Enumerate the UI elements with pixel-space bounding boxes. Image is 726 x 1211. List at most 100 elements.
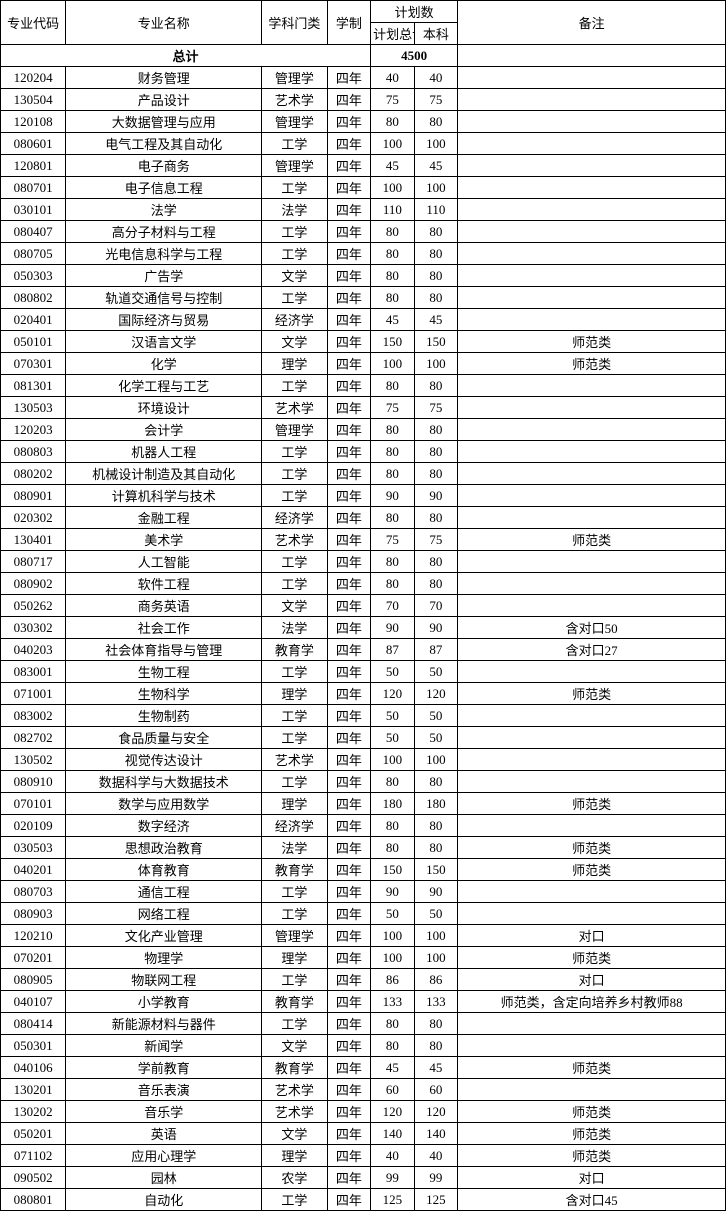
cell-cat: 艺术学 [262, 529, 327, 551]
cell-t: 87 [371, 639, 415, 661]
cell-r [458, 67, 726, 89]
cell-t: 75 [371, 529, 415, 551]
cell-name: 新能源材料与器件 [66, 1013, 262, 1035]
cell-name: 应用心理学 [66, 1145, 262, 1167]
cell-r [458, 133, 726, 155]
cell-code: 080701 [1, 177, 66, 199]
cell-r: 师范类 [458, 1101, 726, 1123]
cell-name: 自动化 [66, 1189, 262, 1211]
cell-code: 071102 [1, 1145, 66, 1167]
cell-cat: 工学 [262, 771, 327, 793]
cell-name: 数学与应用数学 [66, 793, 262, 815]
cell-cat: 工学 [262, 485, 327, 507]
cell-r [458, 595, 726, 617]
cell-name: 网络工程 [66, 903, 262, 925]
cell-dur: 四年 [327, 727, 371, 749]
cell-cat: 法学 [262, 199, 327, 221]
cell-t: 80 [371, 837, 415, 859]
cell-u: 75 [414, 89, 458, 111]
cell-t: 50 [371, 903, 415, 925]
col-code: 专业代码 [1, 1, 66, 45]
cell-cat: 理学 [262, 353, 327, 375]
cell-r [458, 199, 726, 221]
cell-code: 083001 [1, 661, 66, 683]
cell-dur: 四年 [327, 1145, 371, 1167]
cell-name: 财务管理 [66, 67, 262, 89]
cell-code: 120108 [1, 111, 66, 133]
cell-dur: 四年 [327, 507, 371, 529]
cell-cat: 经济学 [262, 815, 327, 837]
cell-r [458, 463, 726, 485]
cell-name: 物理学 [66, 947, 262, 969]
table-row: 050303广告学文学四年8080 [1, 265, 726, 287]
cell-u: 140 [414, 1123, 458, 1145]
cell-u: 80 [414, 815, 458, 837]
table-row: 030302社会工作法学四年9090含对口50 [1, 617, 726, 639]
cell-code: 040203 [1, 639, 66, 661]
cell-t: 110 [371, 199, 415, 221]
cell-code: 030503 [1, 837, 66, 859]
table-row: 071001生物科学理学四年120120师范类 [1, 683, 726, 705]
cell-dur: 四年 [327, 881, 371, 903]
cell-r [458, 815, 726, 837]
cell-name: 机器人工程 [66, 441, 262, 463]
cell-dur: 四年 [327, 1035, 371, 1057]
cell-cat: 工学 [262, 551, 327, 573]
table-row: 080705光电信息科学与工程工学四年8080 [1, 243, 726, 265]
cell-u: 90 [414, 617, 458, 639]
cell-code: 130201 [1, 1079, 66, 1101]
table-row: 040203社会体育指导与管理教育学四年8787含对口27 [1, 639, 726, 661]
cell-t: 100 [371, 177, 415, 199]
table-row: 040107小学教育教育学四年133133师范类，含定向培养乡村教师88 [1, 991, 726, 1013]
cell-t: 100 [371, 947, 415, 969]
cell-r: 师范类 [458, 947, 726, 969]
cell-r: 师范类 [458, 1145, 726, 1167]
cell-cat: 文学 [262, 331, 327, 353]
cell-t: 150 [371, 331, 415, 353]
cell-u: 150 [414, 331, 458, 353]
cell-r: 师范类 [458, 837, 726, 859]
col-duration: 学制 [327, 1, 371, 45]
cell-u: 80 [414, 573, 458, 595]
cell-r [458, 441, 726, 463]
cell-dur: 四年 [327, 771, 371, 793]
cell-cat: 工学 [262, 903, 327, 925]
cell-cat: 管理学 [262, 67, 327, 89]
cell-cat: 工学 [262, 881, 327, 903]
cell-name: 大数据管理与应用 [66, 111, 262, 133]
cell-u: 50 [414, 903, 458, 925]
cell-u: 45 [414, 309, 458, 331]
cell-r [458, 903, 726, 925]
cell-dur: 四年 [327, 89, 371, 111]
cell-u: 99 [414, 1167, 458, 1189]
table-row: 050101汉语言文学文学四年150150师范类 [1, 331, 726, 353]
cell-dur: 四年 [327, 859, 371, 881]
cell-u: 100 [414, 177, 458, 199]
col-remark: 备注 [458, 1, 726, 45]
cell-cat: 管理学 [262, 925, 327, 947]
cell-t: 50 [371, 661, 415, 683]
cell-name: 物联网工程 [66, 969, 262, 991]
cell-t: 80 [371, 1013, 415, 1035]
table-row: 080803机器人工程工学四年8080 [1, 441, 726, 463]
cell-u: 45 [414, 1057, 458, 1079]
cell-t: 90 [371, 881, 415, 903]
cell-u: 80 [414, 551, 458, 573]
cell-dur: 四年 [327, 837, 371, 859]
table-row: 080905物联网工程工学四年8686对口 [1, 969, 726, 991]
cell-r: 师范类，含定向培养乡村教师88 [458, 991, 726, 1013]
cell-code: 080801 [1, 1189, 66, 1211]
cell-name: 会计学 [66, 419, 262, 441]
cell-u: 100 [414, 947, 458, 969]
cell-name: 产品设计 [66, 89, 262, 111]
cell-code: 070201 [1, 947, 66, 969]
cell-dur: 四年 [327, 551, 371, 573]
cell-r [458, 749, 726, 771]
cell-name: 视觉传达设计 [66, 749, 262, 771]
table-row: 080414新能源材料与器件工学四年8080 [1, 1013, 726, 1035]
cell-cat: 法学 [262, 837, 327, 859]
cell-name: 轨道交通信号与控制 [66, 287, 262, 309]
cell-cat: 管理学 [262, 111, 327, 133]
cell-r: 对口 [458, 1167, 726, 1189]
cell-dur: 四年 [327, 375, 371, 397]
